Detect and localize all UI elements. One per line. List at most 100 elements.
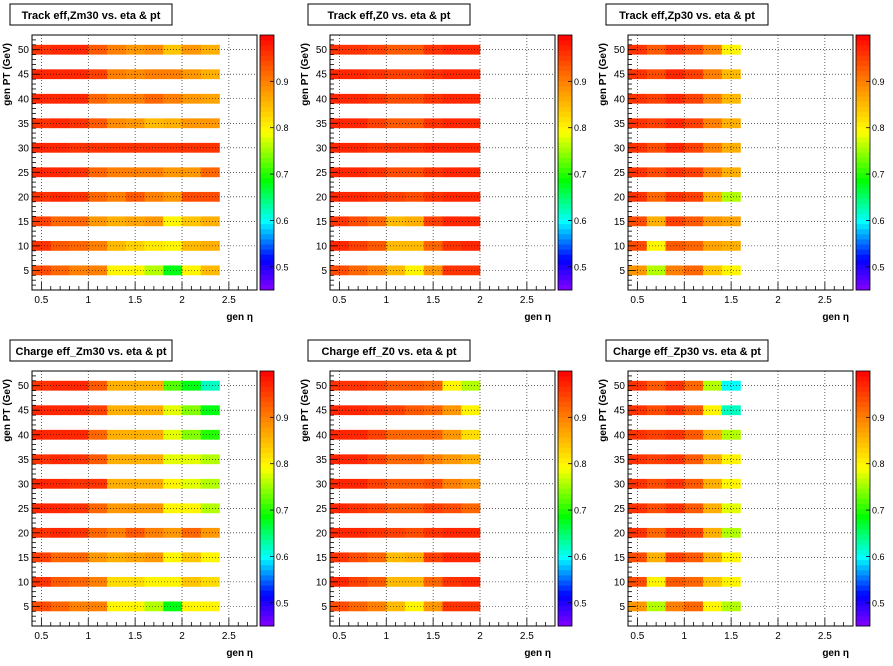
palette-segment	[856, 554, 870, 561]
heatmap-cell	[461, 69, 481, 80]
heatmap-cell	[646, 265, 666, 276]
palette-segment	[856, 188, 870, 194]
palette-segment	[558, 615, 572, 622]
title-box	[9, 3, 173, 26]
palette-tick-label: 0.6	[276, 216, 289, 226]
heatmap-cell	[163, 191, 183, 202]
heatmap-cell	[125, 503, 145, 514]
palette-segment	[856, 60, 870, 66]
heatmap-cell	[423, 265, 443, 276]
palette-segment	[558, 411, 572, 418]
palette-tick-label: 0.5	[276, 262, 289, 272]
y-tick-label: 30	[614, 479, 626, 490]
heatmap-cell	[461, 240, 481, 251]
palette-segment	[856, 106, 870, 112]
heatmap-cell	[367, 265, 387, 276]
heatmap-cell	[665, 527, 685, 538]
palette-segment	[558, 131, 572, 138]
x-tick-label: 0.5	[630, 631, 644, 642]
heatmap-cell	[367, 93, 387, 104]
heatmap-cell	[646, 167, 666, 178]
heatmap-cell	[665, 503, 685, 514]
heatmap-cell	[348, 380, 368, 391]
palette-segment	[260, 620, 274, 627]
heatmap-cell	[200, 527, 220, 538]
heatmap-cell	[144, 478, 164, 489]
y-tick-label: 40	[316, 430, 328, 441]
heatmap-cell	[200, 118, 220, 129]
x-tick-label: 0.5	[332, 295, 346, 306]
palette-segment	[260, 86, 274, 92]
heatmap-cell	[665, 552, 685, 563]
palette-segment	[260, 50, 274, 56]
heatmap-cell	[144, 454, 164, 465]
palette-segment	[260, 152, 274, 158]
palette-segment	[856, 376, 870, 382]
heatmap-cell	[461, 552, 481, 563]
heatmap-cell	[386, 240, 406, 251]
palette-segment	[856, 223, 870, 230]
palette-segment	[558, 167, 572, 174]
heatmap-cell	[50, 93, 70, 104]
y-tick-label: 20	[316, 192, 328, 203]
palette-segment	[856, 177, 870, 184]
heatmap-cell	[88, 142, 108, 153]
palette-segment	[558, 142, 572, 148]
heatmap-cell	[50, 478, 70, 489]
x-tick-label: 1.5	[724, 631, 738, 642]
heatmap-cell	[50, 429, 70, 440]
heatmap-cell	[646, 576, 666, 587]
y-tick-label: 30	[18, 479, 30, 490]
heatmap-cell	[125, 44, 145, 55]
palette-segment	[260, 488, 274, 494]
palette-segment	[558, 569, 572, 576]
palette-segment	[856, 35, 870, 41]
palette-segment	[260, 162, 274, 168]
palette-segment	[558, 590, 572, 596]
palette-segment	[260, 254, 274, 260]
heatmap-cell	[163, 265, 183, 276]
heatmap-cell	[684, 265, 704, 276]
palette-segment	[558, 177, 572, 184]
heatmap-cell	[367, 454, 387, 465]
heatmap-cell	[144, 118, 164, 129]
palette-tick-label: 0.5	[574, 262, 587, 272]
palette-segment	[856, 564, 870, 571]
palette-segment	[260, 177, 274, 184]
heatmap-cell	[665, 478, 685, 489]
palette-segment	[558, 513, 572, 520]
palette-segment	[856, 40, 870, 46]
palette-segment	[260, 208, 274, 214]
heatmap-cell	[442, 216, 462, 227]
heatmap-cell	[423, 167, 443, 178]
heatmap-cell	[423, 380, 443, 391]
palette-segment	[260, 35, 274, 41]
heatmap-cell	[144, 240, 164, 251]
heatmap-cell	[646, 240, 666, 251]
heatmap-cell	[69, 118, 89, 129]
palette-segment	[260, 376, 274, 382]
heatmap-cell	[721, 601, 741, 612]
heatmap-cell	[646, 191, 666, 202]
palette-segment	[260, 106, 274, 112]
y-tick-label: 5	[321, 266, 327, 277]
heatmap-cell	[386, 142, 406, 153]
y-tick-label: 45	[18, 70, 30, 81]
palette-segment	[260, 544, 274, 550]
palette-segment	[558, 228, 572, 235]
palette-segment	[558, 462, 572, 469]
heatmap-cell	[367, 380, 387, 391]
palette-segment	[856, 264, 870, 270]
heatmap-cell	[461, 405, 481, 416]
palette-segment	[260, 131, 274, 138]
palette-tick-label: 0.8	[872, 459, 885, 469]
heatmap-cell	[684, 191, 704, 202]
palette-segment	[558, 580, 572, 586]
heatmap-cell	[684, 69, 704, 80]
heatmap-cell	[50, 380, 70, 391]
heatmap-cell	[144, 601, 164, 612]
y-tick-label: 5	[23, 602, 29, 613]
palette-segment	[260, 406, 274, 413]
heatmap-cell	[721, 118, 741, 129]
palette-segment	[558, 483, 572, 489]
